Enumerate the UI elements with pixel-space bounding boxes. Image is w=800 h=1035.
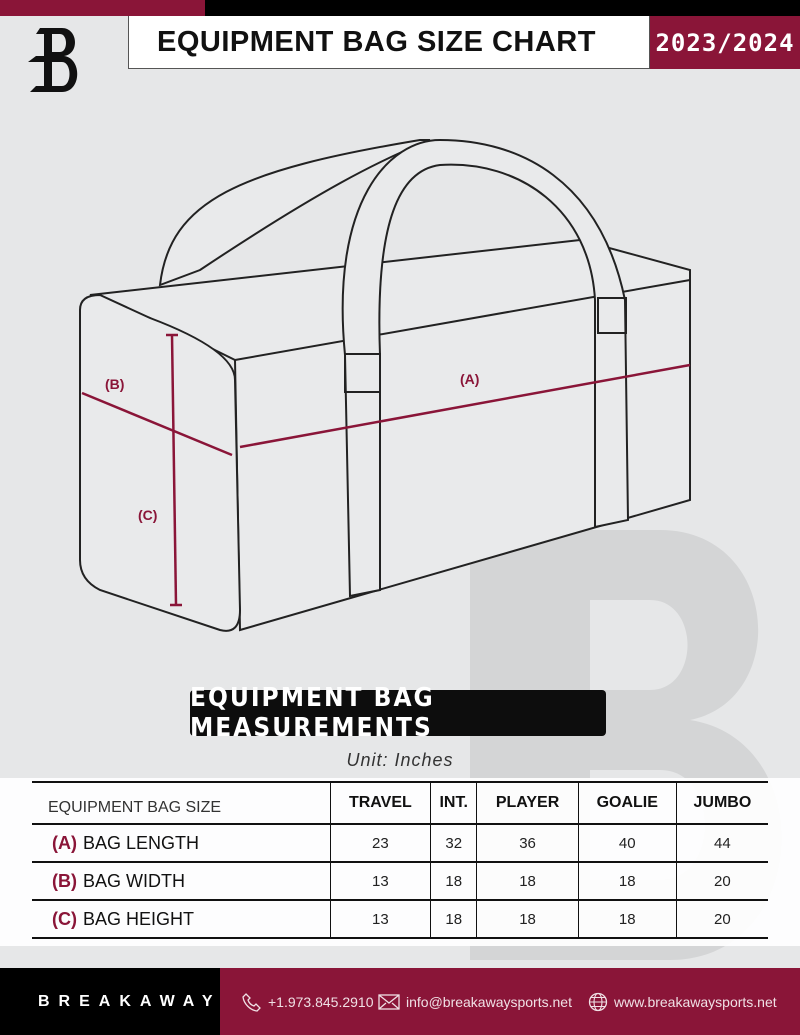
email-address: info@breakawaysports.net [406, 993, 572, 1010]
phone-number: +1.973.845.2910 [268, 993, 374, 1010]
brand-name: BREAKAWAY [38, 992, 222, 1010]
row-label: (C) BAG HEIGHT [32, 900, 330, 938]
column-header: PLAYER [476, 782, 579, 824]
cell: 18 [476, 862, 579, 900]
column-header: JUMBO [675, 782, 768, 824]
top-black-bar [205, 0, 800, 16]
cell: 44 [675, 824, 768, 862]
table-row: (C) BAG HEIGHT 13 18 18 18 20 [32, 900, 768, 938]
row-label-text: BAG HEIGHT [83, 908, 195, 929]
dimension-label-a: (A) [460, 371, 479, 387]
footer-phone[interactable]: +1.973.845.2910 [242, 968, 374, 1035]
footer-website[interactable]: www.breakawaysports.net [588, 968, 777, 1035]
unit-label: Unit: Inches [346, 750, 454, 770]
cell: 18 [577, 862, 677, 900]
cell: 36 [476, 824, 579, 862]
website-url: www.breakawaysports.net [614, 993, 777, 1010]
column-header: TRAVEL [329, 782, 431, 824]
season-badge: 2023/2024 [650, 16, 800, 69]
corner-header: EQUIPMENT BAG SIZE [48, 799, 222, 816]
row-key: (A) [52, 832, 77, 853]
row-label-text: BAG LENGTH [83, 832, 200, 853]
breakaway-logo [28, 28, 78, 92]
footer-brand: BREAKAWAY [0, 968, 220, 1035]
dimension-label-b: (B) [105, 376, 124, 392]
row-key: (B) [52, 870, 77, 891]
size-table: EQUIPMENT BAG SIZE TRAVEL INT. PLAYER GO… [32, 781, 768, 939]
cell: 20 [675, 900, 768, 938]
cell: 18 [577, 900, 677, 938]
email-icon [378, 993, 400, 1010]
page-title: EQUIPMENT BAG SIZE CHART [128, 16, 650, 69]
row-label: (A) BAG LENGTH [32, 824, 330, 862]
cell: 13 [329, 900, 431, 938]
cell: 18 [430, 900, 477, 938]
equipment-bag-diagram: (A) (B) (C) [79, 138, 691, 632]
footer-email[interactable]: info@breakawaysports.net [378, 968, 572, 1035]
row-key: (C) [52, 908, 77, 929]
cell: 18 [430, 862, 477, 900]
globe-icon [588, 992, 608, 1011]
cell: 18 [476, 900, 579, 938]
cell: 20 [675, 862, 768, 900]
table-row: (B) BAG WIDTH 13 18 18 18 20 [32, 862, 768, 900]
cell: 32 [430, 824, 477, 862]
dimension-label-c: (C) [138, 507, 157, 523]
row-label-text: BAG WIDTH [83, 870, 185, 891]
phone-icon [242, 992, 261, 1012]
cell: 40 [577, 824, 677, 862]
table-header-row: EQUIPMENT BAG SIZE TRAVEL INT. PLAYER GO… [32, 782, 768, 824]
cell: 13 [329, 862, 431, 900]
top-accent-bar [0, 0, 205, 16]
row-label: (B) BAG WIDTH [32, 862, 330, 900]
table-row: (A) BAG LENGTH 23 32 36 40 44 [32, 824, 768, 862]
section-title: EQUIPMENT BAG MEASUREMENTS [190, 683, 606, 743]
column-header: INT. [430, 782, 477, 824]
column-header: GOALIE [577, 782, 677, 824]
cell: 23 [329, 824, 431, 862]
